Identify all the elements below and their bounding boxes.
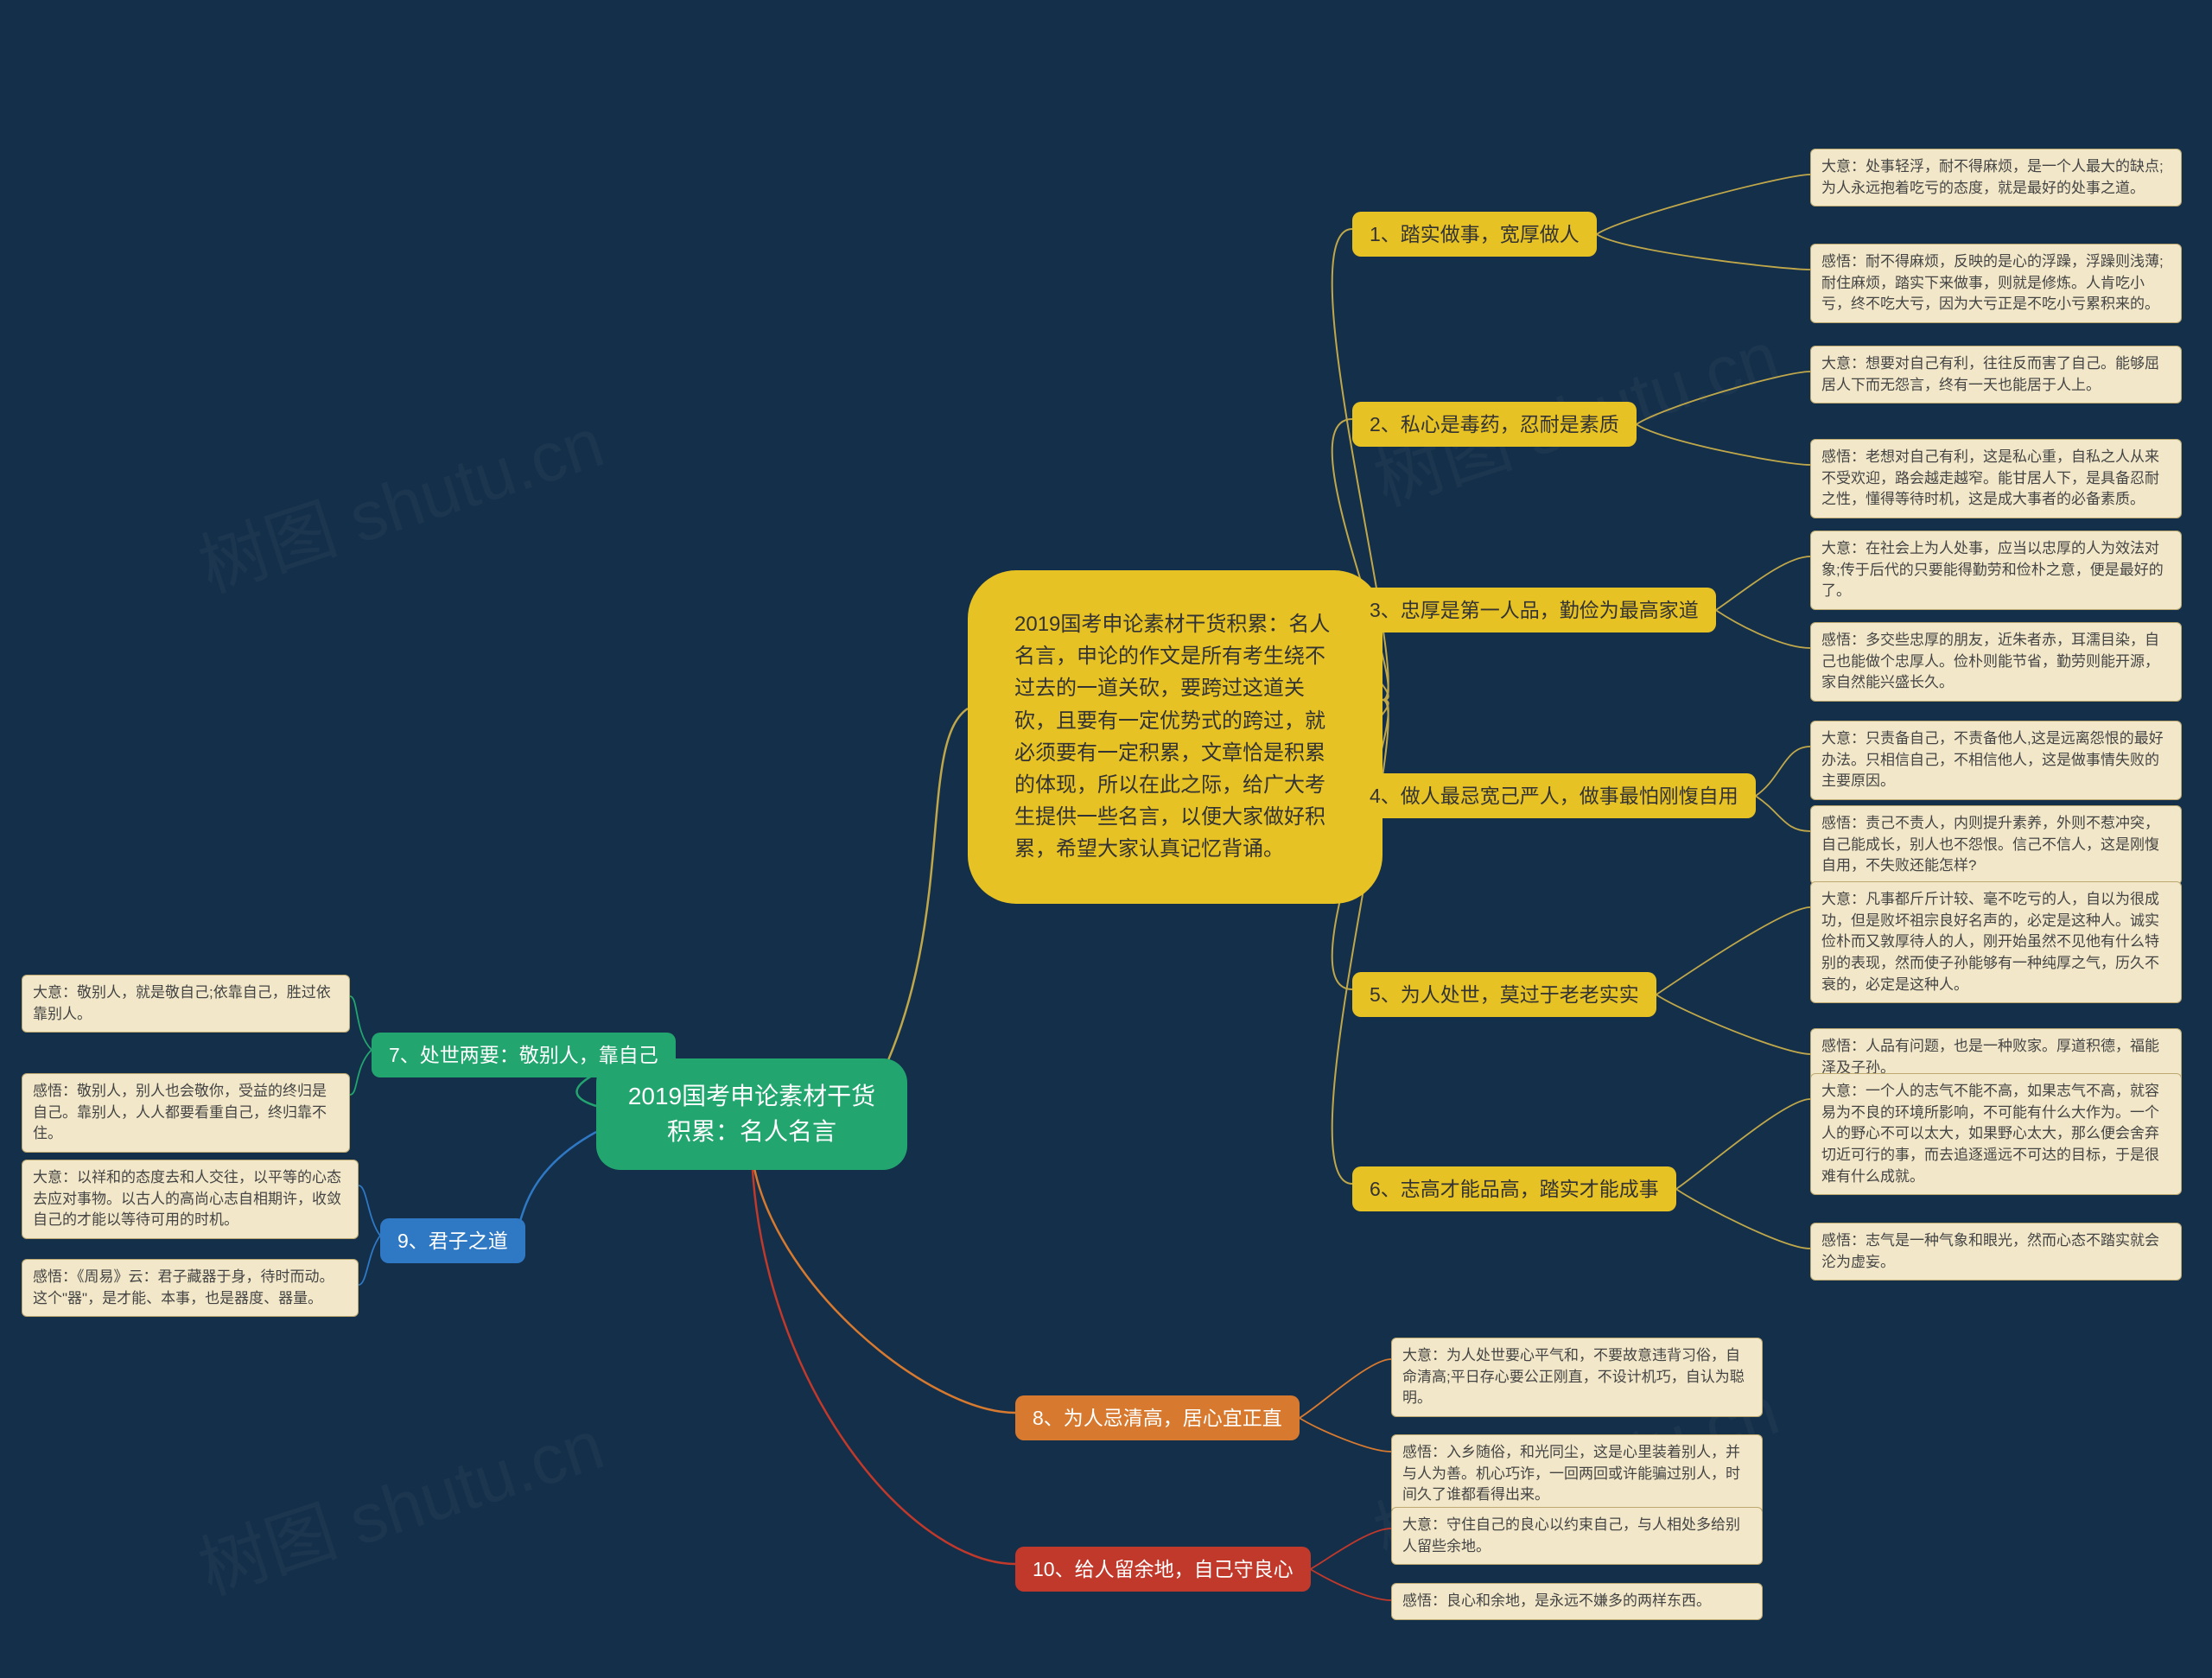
watermark: 树图 shutu.cn bbox=[185, 1389, 614, 1614]
intro-node[interactable]: 2019国考申论素材干货积累：名人名言，申论的作文是所有考生绕不过去的一道关砍，… bbox=[968, 570, 1382, 904]
leaf: 大意：为人处世要心平气和，不要故意违背习俗，自命清高;平日存心要公正刚直，不设计… bbox=[1391, 1338, 1763, 1417]
branch-10[interactable]: 10、给人留余地，自己守良心 bbox=[1015, 1547, 1311, 1592]
branch-7[interactable]: 7、处世两要：敬别人，靠自己 bbox=[372, 1033, 676, 1077]
leaf: 感悟：敬别人，别人也会敬你，受益的终归是自己。靠别人，人人都要看重自己，终归靠不… bbox=[22, 1073, 350, 1153]
leaf: 感悟：责己不责人，内则提升素养，外则不惹冲突，自己能成长，别人也不怨恨。信己不信… bbox=[1810, 805, 2182, 885]
leaf: 大意：凡事都斤斤计较、毫不吃亏的人，自以为很成功，但是败坏祖宗良好名声的，必定是… bbox=[1810, 881, 2182, 1003]
leaf: 感悟：良心和余地，是永远不嫌多的两样东西。 bbox=[1391, 1583, 1763, 1620]
branch-b3[interactable]: 3、忠厚是第一人品，勤俭为最高家道 bbox=[1352, 588, 1716, 632]
leaf: 感悟：志气是一种气象和眼光，然而心态不踏实就会沦为虚妄。 bbox=[1810, 1223, 2182, 1281]
leaf: 大意：守住自己的良心以约束自己，与人相处多给别人留些余地。 bbox=[1391, 1507, 1763, 1565]
leaf: 感悟：耐不得麻烦，反映的是心的浮躁，浮躁则浅薄;耐住麻烦，踏实下来做事，则就是修… bbox=[1810, 244, 2182, 323]
branch-b6[interactable]: 6、志高才能品高，踏实才能成事 bbox=[1352, 1166, 1676, 1211]
watermark: 树图 shutu.cn bbox=[185, 387, 614, 612]
leaf: 大意：在社会上为人处事，应当以忠厚的人为效法对象;传于后代的只要能得勤劳和俭朴之… bbox=[1810, 531, 2182, 610]
branch-8[interactable]: 8、为人忌清高，居心宜正直 bbox=[1015, 1395, 1300, 1440]
leaf: 感悟：入乡随俗，和光同尘，这是心里装着别人，并与人为善。机心巧诈，一回两回或许能… bbox=[1391, 1434, 1763, 1514]
leaf: 大意：以祥和的态度去和人交往，以平等的心态去应对事物。以古人的高尚心志自相期许，… bbox=[22, 1160, 359, 1239]
branch-b1[interactable]: 1、踏实做事，宽厚做人 bbox=[1352, 212, 1597, 257]
leaf: 感悟：老想对自己有利，这是私心重，自私之人从来不受欢迎，路会越走越窄。能甘居人下… bbox=[1810, 439, 2182, 518]
branch-9[interactable]: 9、君子之道 bbox=[380, 1218, 525, 1263]
leaf: 大意：处事轻浮，耐不得麻烦，是一个人最大的缺点;为人永远抱着吃亏的态度，就是最好… bbox=[1810, 149, 2182, 207]
leaf: 大意：想要对自己有利，往往反而害了自己。能够屈居人下而无怨言，终有一天也能居于人… bbox=[1810, 346, 2182, 404]
leaf: 大意：一个人的志气不能不高，如果志气不高，就容易为不良的环境所影响，不可能有什么… bbox=[1810, 1073, 2182, 1195]
branch-b5[interactable]: 5、为人处世，莫过于老老实实 bbox=[1352, 972, 1656, 1017]
leaf: 感悟：多交些忠厚的朋友，近朱者赤，耳濡目染，自己也能做个忠厚人。俭朴则能节省，勤… bbox=[1810, 622, 2182, 702]
leaf: 大意：敬别人，就是敬自己;依靠自己，胜过依靠别人。 bbox=[22, 975, 350, 1033]
branch-b4[interactable]: 4、做人最忌宽己严人，做事最怕刚愎自用 bbox=[1352, 773, 1756, 818]
leaf: 大意：只责备自己，不责备他人,这是远离怨恨的最好办法。只相信自己，不相信他人，这… bbox=[1810, 721, 2182, 800]
branch-b2[interactable]: 2、私心是毒药，忍耐是素质 bbox=[1352, 402, 1637, 447]
leaf: 感悟：《周易》云：君子藏器于身，待时而动。这个"器"，是才能、本事，也是器度、器… bbox=[22, 1259, 359, 1317]
